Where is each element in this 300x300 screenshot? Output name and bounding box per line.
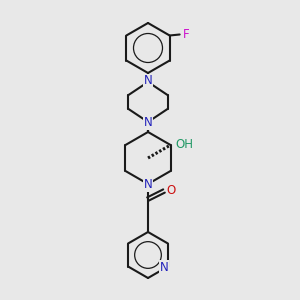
Polygon shape (146, 122, 151, 132)
Text: OH: OH (176, 137, 194, 151)
Text: N: N (160, 261, 168, 274)
Text: O: O (167, 184, 176, 196)
Text: N: N (144, 178, 152, 191)
Text: N: N (144, 74, 152, 88)
Text: N: N (144, 116, 152, 130)
Text: F: F (183, 28, 190, 41)
